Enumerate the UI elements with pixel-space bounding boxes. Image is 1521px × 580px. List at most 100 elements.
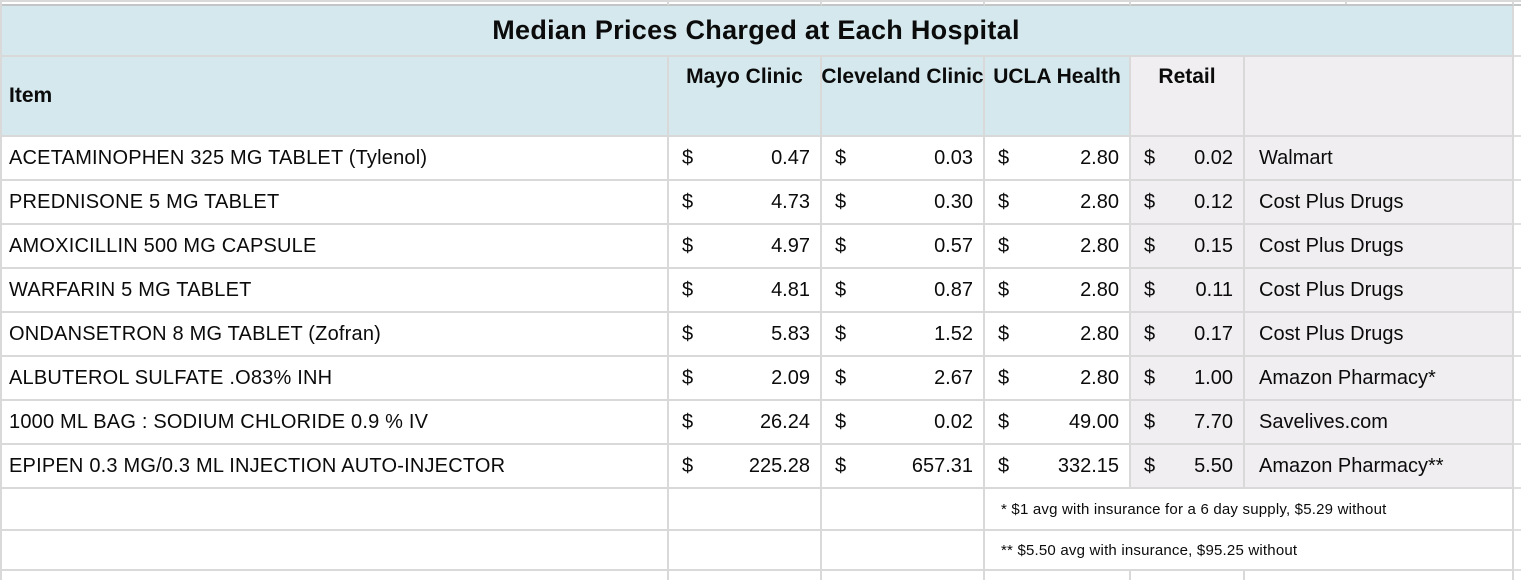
column-header-label: Item xyxy=(9,84,53,107)
item-text: AMOXICILLIN 500 MG CAPSULE xyxy=(9,234,317,257)
right-gutter xyxy=(1514,181,1521,225)
cleveland-price-cell[interactable]: $1.52 xyxy=(822,313,985,357)
price-value: 0.57 xyxy=(934,234,973,257)
price-value: 0.02 xyxy=(934,410,973,433)
price-value: 0.30 xyxy=(934,190,973,213)
retailer-cell[interactable]: Amazon Pharmacy* xyxy=(1245,357,1514,401)
dollar-sign: $ xyxy=(835,278,847,301)
partial-row-below xyxy=(822,571,985,580)
price-value: 332.15 xyxy=(1057,454,1119,477)
price-value: 2.09 xyxy=(771,366,810,389)
cleveland-price-cell[interactable]: $657.31 xyxy=(822,445,985,489)
ucla-price-cell[interactable]: $2.80 xyxy=(985,225,1131,269)
item-cell[interactable]: PREDNISONE 5 MG TABLET xyxy=(0,181,669,225)
empty-cell[interactable] xyxy=(669,531,822,571)
table-left-border xyxy=(0,0,2,580)
price-value: 2.80 xyxy=(1080,146,1119,169)
price-value: 49.00 xyxy=(1068,410,1119,433)
retailer-cell[interactable]: Cost Plus Drugs xyxy=(1245,225,1514,269)
item-cell[interactable]: ONDANSETRON 8 MG TABLET (Zofran) xyxy=(0,313,669,357)
item-text: 1000 ML BAG : SODIUM CHLORIDE 0.9 % IV xyxy=(9,410,429,433)
retailer-name: Walmart xyxy=(1259,146,1333,169)
footnote-epipen[interactable]: ** $5.50 avg with insurance, $95.25 with… xyxy=(985,531,1514,571)
partial-row-above xyxy=(822,0,985,6)
empty-cell[interactable] xyxy=(669,489,822,531)
ucla-price-cell[interactable]: $2.80 xyxy=(985,137,1131,181)
column-header-label: UCLA Health xyxy=(993,65,1121,88)
retail-price-cell[interactable]: $0.11 xyxy=(1131,269,1245,313)
mayo-price-cell[interactable]: $26.24 xyxy=(669,401,822,445)
mayo-price-cell[interactable]: $2.09 xyxy=(669,357,822,401)
column-header-retail[interactable]: Retail xyxy=(1131,57,1245,137)
retailer-cell[interactable]: Savelives.com xyxy=(1245,401,1514,445)
retailer-cell[interactable]: Amazon Pharmacy** xyxy=(1245,445,1514,489)
price-value: 7.70 xyxy=(1194,410,1233,433)
item-text: ACETAMINOPHEN 325 MG TABLET (Tylenol) xyxy=(9,146,428,169)
retail-price-cell[interactable]: $0.17 xyxy=(1131,313,1245,357)
column-header-item[interactable]: Item xyxy=(0,57,669,137)
column-header-mayo-clinic[interactable]: Mayo Clinic xyxy=(669,57,822,137)
retailer-cell[interactable]: Cost Plus Drugs xyxy=(1245,269,1514,313)
cleveland-price-cell[interactable]: $0.03 xyxy=(822,137,985,181)
price-value: 2.67 xyxy=(934,366,973,389)
dollar-sign: $ xyxy=(682,454,694,477)
dollar-sign: $ xyxy=(998,322,1010,345)
cleveland-price-cell[interactable]: $0.57 xyxy=(822,225,985,269)
column-header-cleveland-clinic[interactable]: Cleveland Clinic xyxy=(822,57,985,137)
mayo-price-cell[interactable]: $4.81 xyxy=(669,269,822,313)
cleveland-price-cell[interactable]: $2.67 xyxy=(822,357,985,401)
retailer-cell[interactable]: Cost Plus Drugs xyxy=(1245,313,1514,357)
price-value: 0.11 xyxy=(1195,278,1233,301)
ucla-price-cell[interactable]: $332.15 xyxy=(985,445,1131,489)
retail-price-cell[interactable]: $7.70 xyxy=(1131,401,1245,445)
cleveland-price-cell[interactable]: $0.87 xyxy=(822,269,985,313)
mayo-price-cell[interactable]: $5.83 xyxy=(669,313,822,357)
table-title: Median Prices Charged at Each Hospital xyxy=(492,15,1020,45)
retailer-name: Savelives.com xyxy=(1259,410,1388,433)
partial-row-below xyxy=(1245,571,1514,580)
ucla-price-cell[interactable]: $2.80 xyxy=(985,313,1131,357)
empty-cell[interactable] xyxy=(0,531,669,571)
ucla-price-cell[interactable]: $2.80 xyxy=(985,357,1131,401)
retail-price-cell[interactable]: $0.15 xyxy=(1131,225,1245,269)
item-cell[interactable]: AMOXICILLIN 500 MG CAPSULE xyxy=(0,225,669,269)
mayo-price-cell[interactable]: $0.47 xyxy=(669,137,822,181)
right-gutter xyxy=(1514,357,1521,401)
empty-cell[interactable] xyxy=(822,531,985,571)
column-header-label: Retail xyxy=(1158,65,1216,88)
item-cell[interactable]: WARFARIN 5 MG TABLET xyxy=(0,269,669,313)
item-cell[interactable]: ALBUTEROL SULFATE .O83% INH xyxy=(0,357,669,401)
cleveland-price-cell[interactable]: $0.02 xyxy=(822,401,985,445)
price-value: 1.52 xyxy=(934,322,973,345)
ucla-price-cell[interactable]: $2.80 xyxy=(985,181,1131,225)
right-gutter xyxy=(1514,531,1521,571)
dollar-sign: $ xyxy=(1144,190,1156,213)
empty-cell[interactable] xyxy=(822,489,985,531)
retail-price-cell[interactable]: $0.12 xyxy=(1131,181,1245,225)
mayo-price-cell[interactable]: $4.73 xyxy=(669,181,822,225)
footnote-albuterol[interactable]: * $1 avg with insurance for a 6 day supp… xyxy=(985,489,1514,531)
empty-cell[interactable] xyxy=(0,489,669,531)
retailer-name: Cost Plus Drugs xyxy=(1259,322,1404,345)
item-cell[interactable]: EPIPEN 0.3 MG/0.3 ML INJECTION AUTO-INJE… xyxy=(0,445,669,489)
retail-price-cell[interactable]: $1.00 xyxy=(1131,357,1245,401)
retailer-cell[interactable]: Cost Plus Drugs xyxy=(1245,181,1514,225)
column-header-retailer[interactable] xyxy=(1245,57,1514,137)
item-cell[interactable]: ACETAMINOPHEN 325 MG TABLET (Tylenol) xyxy=(0,137,669,181)
item-cell[interactable]: 1000 ML BAG : SODIUM CHLORIDE 0.9 % IV xyxy=(0,401,669,445)
retailer-name: Cost Plus Drugs xyxy=(1259,278,1404,301)
cleveland-price-cell[interactable]: $0.30 xyxy=(822,181,985,225)
mayo-price-cell[interactable]: $4.97 xyxy=(669,225,822,269)
retailer-name: Amazon Pharmacy* xyxy=(1259,366,1436,389)
dollar-sign: $ xyxy=(1144,454,1156,477)
ucla-price-cell[interactable]: $49.00 xyxy=(985,401,1131,445)
retailer-cell[interactable]: Walmart xyxy=(1245,137,1514,181)
retail-price-cell[interactable]: $0.02 xyxy=(1131,137,1245,181)
table-title-cell[interactable]: Median Prices Charged at Each Hospital xyxy=(0,6,1514,57)
column-header-ucla-health[interactable]: UCLA Health xyxy=(985,57,1131,137)
ucla-price-cell[interactable]: $2.80 xyxy=(985,269,1131,313)
retail-price-cell[interactable]: $5.50 xyxy=(1131,445,1245,489)
right-gutter xyxy=(1514,6,1521,57)
mayo-price-cell[interactable]: $225.28 xyxy=(669,445,822,489)
